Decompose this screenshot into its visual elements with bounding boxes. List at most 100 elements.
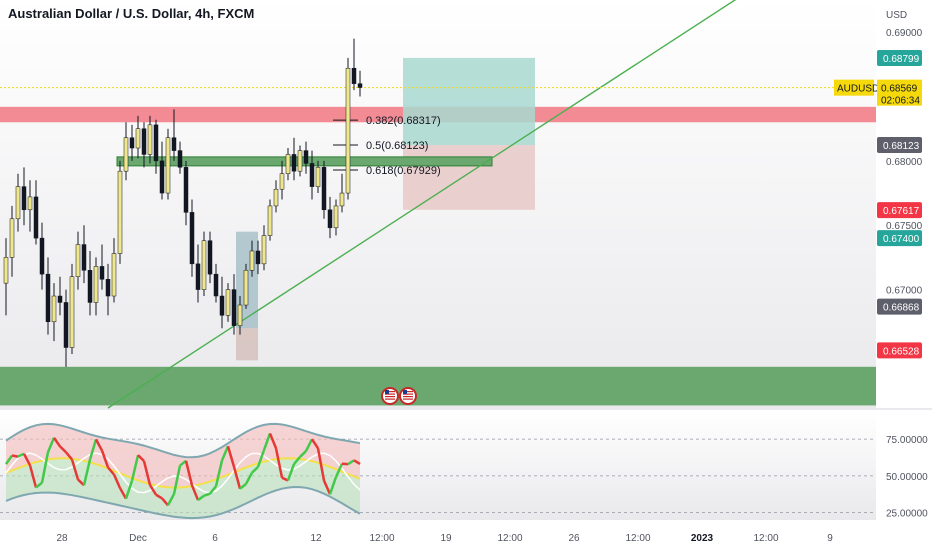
candle-body	[64, 302, 68, 347]
flag-stripe	[385, 396, 395, 397]
candle-body	[358, 84, 362, 88]
candle-body	[22, 187, 26, 210]
price-tick-label: 0.69000	[886, 28, 923, 39]
chart-title: Australian Dollar / U.S. Dollar, 4h, FXC…	[8, 6, 254, 21]
candle-body	[154, 125, 158, 161]
time-axis-label: 12:00	[625, 533, 650, 544]
time-axis-label: 2023	[691, 533, 714, 544]
candle-body	[106, 279, 110, 296]
time-axis-label: 6	[212, 533, 218, 544]
time-axis-label: 12:00	[497, 533, 522, 544]
candle-body	[250, 251, 254, 270]
candle-countdown-label: 02:06:34	[881, 96, 920, 107]
small-position-stop	[236, 328, 258, 360]
price-tag-label: 0.67400	[883, 234, 920, 245]
candle-body	[34, 197, 38, 238]
fib-level-label: 0.382(0.68317)	[366, 115, 441, 127]
price-tag-label: 0.67617	[883, 206, 920, 217]
candle-body	[340, 193, 344, 206]
price-tag-label: 0.68123	[883, 141, 920, 152]
fib-level-label: 0.5(0.68123)	[366, 140, 428, 152]
long-position-stop	[403, 145, 535, 210]
candle-body	[310, 163, 314, 186]
candle-body	[40, 238, 44, 274]
candle-body	[202, 241, 206, 290]
candle-body	[190, 212, 194, 263]
axis-currency-label: USD	[886, 10, 907, 21]
price-tick-label: 0.67000	[886, 286, 923, 297]
candle-body	[82, 245, 86, 271]
candle-body	[304, 151, 308, 164]
flag-stripe	[403, 396, 413, 397]
candle-body	[334, 206, 338, 228]
candle-body	[322, 167, 326, 209]
time-axis-label: 12	[310, 533, 322, 544]
candle-body	[88, 270, 92, 302]
candle-body	[352, 68, 356, 83]
time-axis-label: 19	[440, 533, 452, 544]
time-axis-label: 28	[56, 533, 68, 544]
time-axis-label: 26	[568, 533, 580, 544]
oscillator-tick-label: 50.00000	[886, 472, 928, 483]
candle-body	[4, 257, 8, 283]
time-axis-label: Dec	[129, 533, 147, 544]
candle-body	[256, 251, 260, 264]
candle-body	[196, 264, 200, 290]
flag-stripe	[385, 399, 395, 400]
oscillator-tick-label: 25.00000	[886, 509, 928, 520]
price-tag-label: 0.66868	[883, 303, 920, 314]
fib-level-label: 0.618(0.67929)	[366, 165, 441, 177]
candle-body	[52, 296, 56, 322]
candle-body	[316, 167, 320, 186]
candle-body	[232, 290, 236, 326]
candle-body	[118, 171, 122, 253]
candle-body	[160, 161, 164, 193]
price-tick-label: 0.68000	[886, 157, 923, 168]
time-axis-label: 12:00	[369, 533, 394, 544]
candle-body	[148, 125, 152, 155]
candle-body	[292, 154, 296, 171]
candle-body	[262, 236, 266, 264]
oscillator-tick-label: 75.00000	[886, 435, 928, 446]
candle-body	[130, 138, 134, 148]
candle-body	[268, 206, 272, 236]
support-zone	[0, 367, 876, 406]
candle-body	[220, 296, 224, 315]
candle-body	[124, 138, 128, 171]
candle-body	[94, 266, 98, 302]
candle-body	[100, 266, 104, 279]
candle-body	[172, 138, 176, 151]
oscillator-rsi-segment	[12, 456, 18, 457]
candle-body	[280, 174, 284, 189]
candle-body	[142, 129, 146, 155]
candle-body	[244, 270, 248, 305]
candle-body	[76, 245, 80, 277]
flag-canton	[403, 390, 407, 394]
candle-body	[112, 254, 116, 296]
candle-body	[208, 241, 212, 274]
candle-body	[16, 187, 20, 219]
time-axis-label: 12:00	[753, 533, 778, 544]
candle-body	[178, 151, 182, 168]
price-tag-label: 0.66528	[883, 346, 920, 357]
us-flag-event-icon	[400, 388, 416, 404]
time-axis-label: 9	[827, 533, 833, 544]
candle-body	[70, 277, 74, 348]
candle-body	[274, 189, 278, 206]
candle-body	[166, 138, 170, 193]
candle-body	[238, 305, 242, 326]
candle-body	[136, 129, 140, 148]
candle-body	[10, 219, 14, 258]
candle-body	[214, 274, 218, 296]
candle-body	[28, 197, 32, 210]
candle-body	[328, 210, 332, 228]
candle-body	[46, 274, 50, 322]
long-position-target	[403, 58, 535, 145]
price-tag-label: 0.68799	[883, 54, 920, 65]
candle-body	[346, 68, 350, 193]
candle-body	[58, 296, 62, 302]
us-flag-event-icon	[382, 388, 398, 404]
candle-body	[226, 290, 230, 316]
